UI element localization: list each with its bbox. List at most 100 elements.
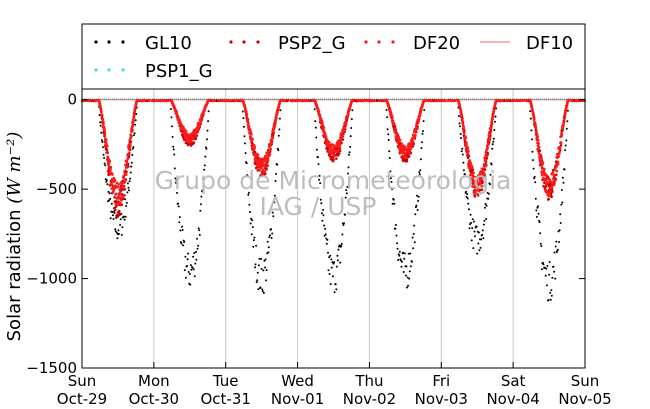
data-point: [343, 126, 346, 130]
data-point: [275, 112, 279, 115]
data-point: [194, 250, 197, 253]
data-point: [277, 134, 280, 137]
data-point: [125, 162, 128, 166]
data-point: [547, 197, 550, 201]
data-point: [323, 224, 326, 227]
data-point: [321, 121, 324, 124]
data-point: [257, 288, 260, 291]
data-point: [327, 269, 330, 272]
data-point: [317, 163, 320, 166]
data-point: [476, 194, 480, 197]
data-point: [479, 246, 482, 249]
data-point: [321, 219, 324, 222]
legend: GL10 PSP2_G DF20 DF10 PSP1_G: [81, 23, 586, 90]
data-point: [550, 195, 553, 199]
legend-marker: [229, 40, 233, 44]
data-point: [273, 122, 277, 126]
data-point: [553, 182, 556, 185]
data-point: [485, 157, 489, 160]
data-point: [178, 216, 181, 219]
data-point: [199, 209, 202, 212]
data-point: [197, 227, 200, 230]
data-point: [251, 138, 254, 141]
legend-entry-df20: DF20: [364, 33, 460, 54]
data-point: [481, 229, 484, 232]
data-point: [345, 189, 348, 192]
data-point: [473, 230, 476, 233]
data-point: [338, 145, 342, 149]
data-point: [243, 135, 246, 138]
data-point: [187, 252, 190, 255]
data-point: [529, 117, 532, 120]
data-point: [184, 255, 187, 258]
data-point: [532, 159, 534, 162]
data-point: [349, 135, 352, 138]
data-point: [244, 142, 246, 145]
data-point: [245, 114, 249, 118]
data-point: [390, 180, 393, 183]
data-point: [116, 185, 120, 189]
x-tick-label-day: Mon: [138, 372, 170, 390]
data-point: [271, 136, 275, 140]
data-point: [101, 123, 105, 126]
data-point: [181, 225, 183, 228]
data-point: [525, 99, 528, 103]
data-point: [299, 99, 303, 102]
data-point: [484, 164, 487, 167]
data-point: [577, 99, 581, 103]
data-point: [482, 223, 485, 226]
data-point: [460, 150, 463, 153]
data-point: [195, 131, 198, 135]
data-point: [273, 194, 276, 197]
plot-frame: [81, 88, 586, 369]
data-point: [382, 99, 385, 102]
data-point: [98, 114, 101, 117]
data-point: [259, 286, 262, 289]
data-point: [262, 157, 266, 160]
data-point: [103, 127, 106, 131]
data-point: [104, 141, 108, 145]
data-point: [336, 145, 339, 148]
data-point: [240, 99, 243, 102]
vertical-gridlines: [153, 89, 514, 368]
data-point: [242, 117, 245, 120]
x-tick-label-day: Sat: [501, 372, 526, 390]
data-point: [494, 120, 496, 123]
data-point: [544, 183, 548, 186]
data-point: [460, 113, 464, 116]
data-point: [536, 139, 540, 142]
data-point: [422, 130, 425, 133]
watermark-line-1: Grupo de Micrometeorologia: [155, 166, 512, 195]
data-point: [564, 149, 567, 152]
data-point: [254, 157, 257, 160]
data-point: [105, 180, 108, 183]
data-point: [461, 153, 464, 156]
data-point: [404, 152, 408, 156]
data-point: [434, 99, 438, 103]
data-point: [545, 284, 548, 287]
data-point: [100, 110, 103, 114]
data-point: [88, 99, 91, 103]
data-point: [390, 112, 393, 116]
data-point: [258, 169, 262, 172]
data-point: [549, 291, 552, 294]
data-point: [467, 163, 471, 167]
data-point: [461, 147, 464, 150]
data-point: [556, 163, 559, 166]
x-tick-label-day: Sun: [68, 372, 97, 390]
data-point: [558, 241, 560, 243]
data-point: [177, 202, 180, 205]
data-point: [418, 173, 421, 176]
data-point: [350, 127, 353, 129]
data-point: [186, 264, 188, 267]
data-point: [397, 259, 400, 261]
data-point: [327, 251, 329, 254]
data-point: [94, 99, 98, 102]
data-point: [269, 234, 271, 237]
data-point: [479, 191, 482, 195]
data-point: [544, 274, 547, 277]
data-point: [436, 99, 439, 102]
data-point: [297, 99, 300, 102]
data-point: [402, 271, 405, 273]
data-point: [250, 133, 253, 136]
